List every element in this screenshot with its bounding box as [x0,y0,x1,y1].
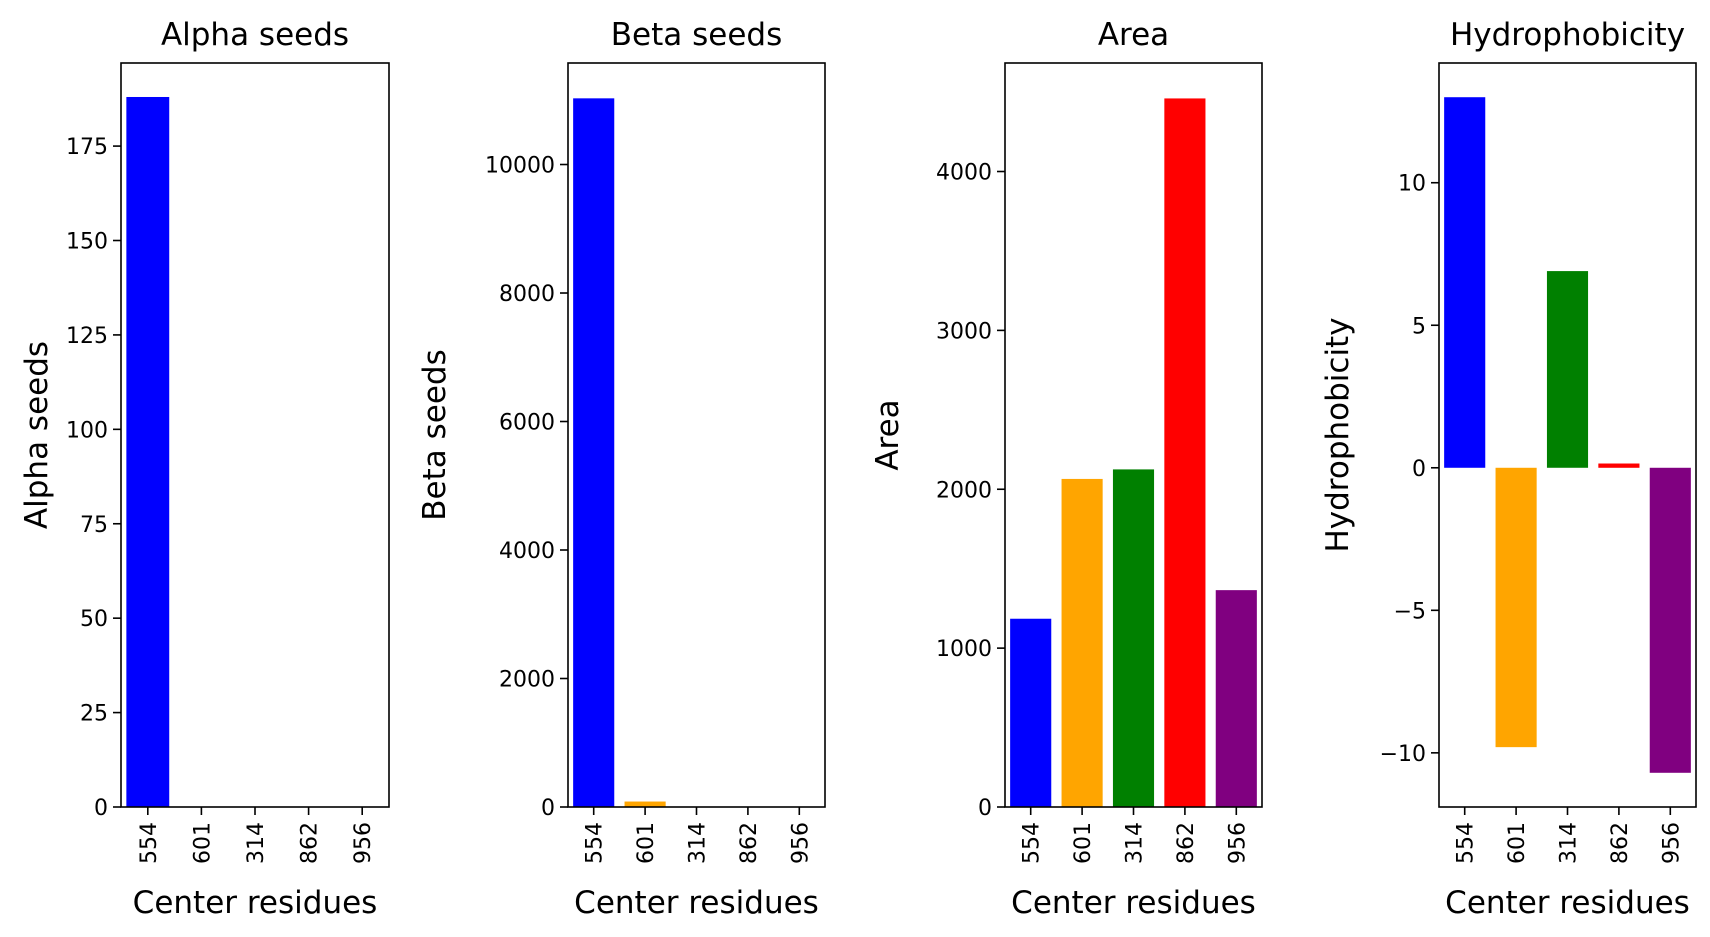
x-tick-label: 956 [1225,822,1250,864]
bar-956 [1215,590,1257,807]
x-axis-label: Center residues [1011,885,1256,921]
y-tick-label: 125 [66,324,108,349]
y-tick-label: 0 [541,796,555,821]
x-tick-label: 314 [244,822,269,864]
x-tick-label: 862 [1174,822,1199,864]
y-tick-label: 150 [66,230,108,255]
bar-314 [1546,271,1589,468]
x-tick-label: 314 [1123,822,1148,864]
y-tick-label: 8000 [499,282,555,307]
y-axis-label: Area [870,399,906,470]
x-tick-label: 554 [583,822,608,864]
bar-862 [1598,463,1640,468]
y-tick-label: 25 [80,702,108,727]
x-tick-label: 862 [1608,822,1633,864]
bar-956 [1649,467,1691,773]
x-tick-label: 314 [1557,822,1582,864]
bar-554 [1444,97,1486,468]
y-tick-label: 1000 [936,637,992,662]
chart-panel-1: 0 25 50 75 100 125 150 175 554 601 314 862 956 Alpha … [19,17,390,921]
x-tick-label: 554 [1020,822,1045,864]
x-axis-label: Center residues [133,885,378,921]
bar-554 [573,98,615,808]
y-axis-label: Beta seeds [417,349,453,520]
x-tick-label: 956 [351,822,376,864]
y-tick-label: −10 [1380,742,1426,767]
y-tick-label: 0 [1412,457,1426,482]
y-axis-label: Hydrophobicity [1320,317,1356,552]
x-axis-label: Center residues [1445,885,1690,921]
x-tick-label: 601 [1071,822,1096,864]
x-tick-label: 314 [686,822,711,864]
y-tick-label: 4000 [499,539,555,564]
y-tick-label: −5 [1394,599,1426,624]
y-tick-label: 175 [66,135,108,160]
x-axis-label: Center residues [574,885,819,921]
y-tick-label: 10 [1398,172,1426,197]
bar-862 [1164,98,1206,808]
y-tick-label: 4000 [936,161,992,186]
x-tick-label: 554 [137,822,162,864]
bar-314 [1112,469,1155,807]
chart-title: Hydrophobicity [1450,17,1685,53]
x-tick-label: 601 [1505,822,1530,864]
chart-title: Alpha seeds [161,17,349,53]
chart-title: Area [1098,17,1169,53]
y-tick-label: 6000 [499,411,555,436]
bar-554 [1010,618,1052,807]
x-tick-label: 956 [788,822,813,864]
y-tick-label: 2000 [499,668,555,693]
y-tick-label: 5 [1412,314,1426,339]
bar-554 [126,96,170,808]
x-tick-label: 956 [1659,822,1684,864]
chart-panel-4: −10 −5 0 5 10 554 601 314 862 956 Hydrophobicity Ce… [1320,17,1697,921]
y-tick-label: 0 [978,796,992,821]
x-tick-label: 862 [298,822,323,864]
x-tick-label: 554 [1454,822,1479,864]
chart-panel-2: 0 2000 4000 6000 8000 10000 554 601 314 862 956 Bet… [417,17,826,921]
bar-601 [1061,478,1103,807]
x-tick-label: 601 [634,822,659,864]
y-tick-label: 50 [80,607,108,632]
x-tick-label: 862 [737,822,762,864]
bar-601 [1495,467,1537,748]
bar-601 [624,801,666,807]
y-tick-label: 10000 [485,154,555,179]
y-tick-label: 2000 [936,478,992,503]
y-axis-label: Alpha seeds [19,341,55,529]
chart-title: Beta seeds [611,17,782,53]
y-tick-label: 75 [80,513,108,538]
y-tick-label: 0 [94,796,108,821]
chart-panel-3: 0 1000 2000 3000 4000 554 601 314 862 956 Area Cent… [870,17,1263,921]
x-tick-label: 601 [190,822,215,864]
y-tick-label: 100 [66,418,108,443]
y-tick-label: 3000 [936,319,992,344]
